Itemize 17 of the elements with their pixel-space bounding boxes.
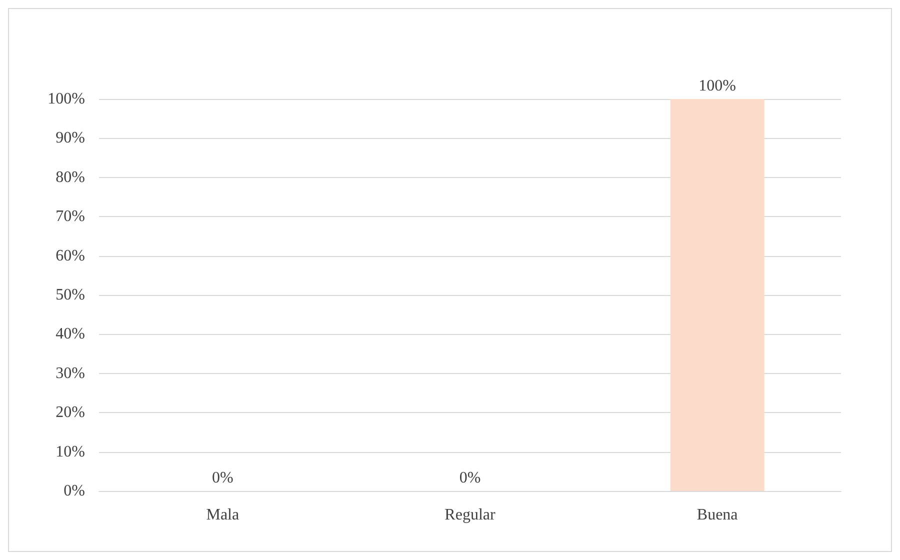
data-label: 0% bbox=[459, 470, 481, 486]
x-tick-label: Buena bbox=[696, 506, 738, 524]
y-tick-label: 0% bbox=[64, 482, 85, 500]
y-tick-label: 100% bbox=[48, 90, 85, 108]
y-tick-label: 50% bbox=[56, 286, 85, 304]
y-tick-label: 80% bbox=[56, 168, 85, 186]
y-tick-label: 30% bbox=[56, 364, 85, 382]
data-label: 0% bbox=[212, 470, 234, 486]
x-tick-label: Regular bbox=[444, 506, 496, 524]
y-tick-label: 20% bbox=[56, 404, 85, 422]
y-tick-label: 40% bbox=[56, 326, 85, 343]
y-tick-label: 90% bbox=[56, 130, 85, 147]
y-tick-label: 10% bbox=[56, 443, 85, 460]
y-tick-label: 70% bbox=[56, 208, 85, 226]
data-label: 100% bbox=[698, 78, 736, 94]
x-tick-label: Mala bbox=[206, 506, 240, 524]
y-tick-label: 60% bbox=[56, 247, 85, 264]
